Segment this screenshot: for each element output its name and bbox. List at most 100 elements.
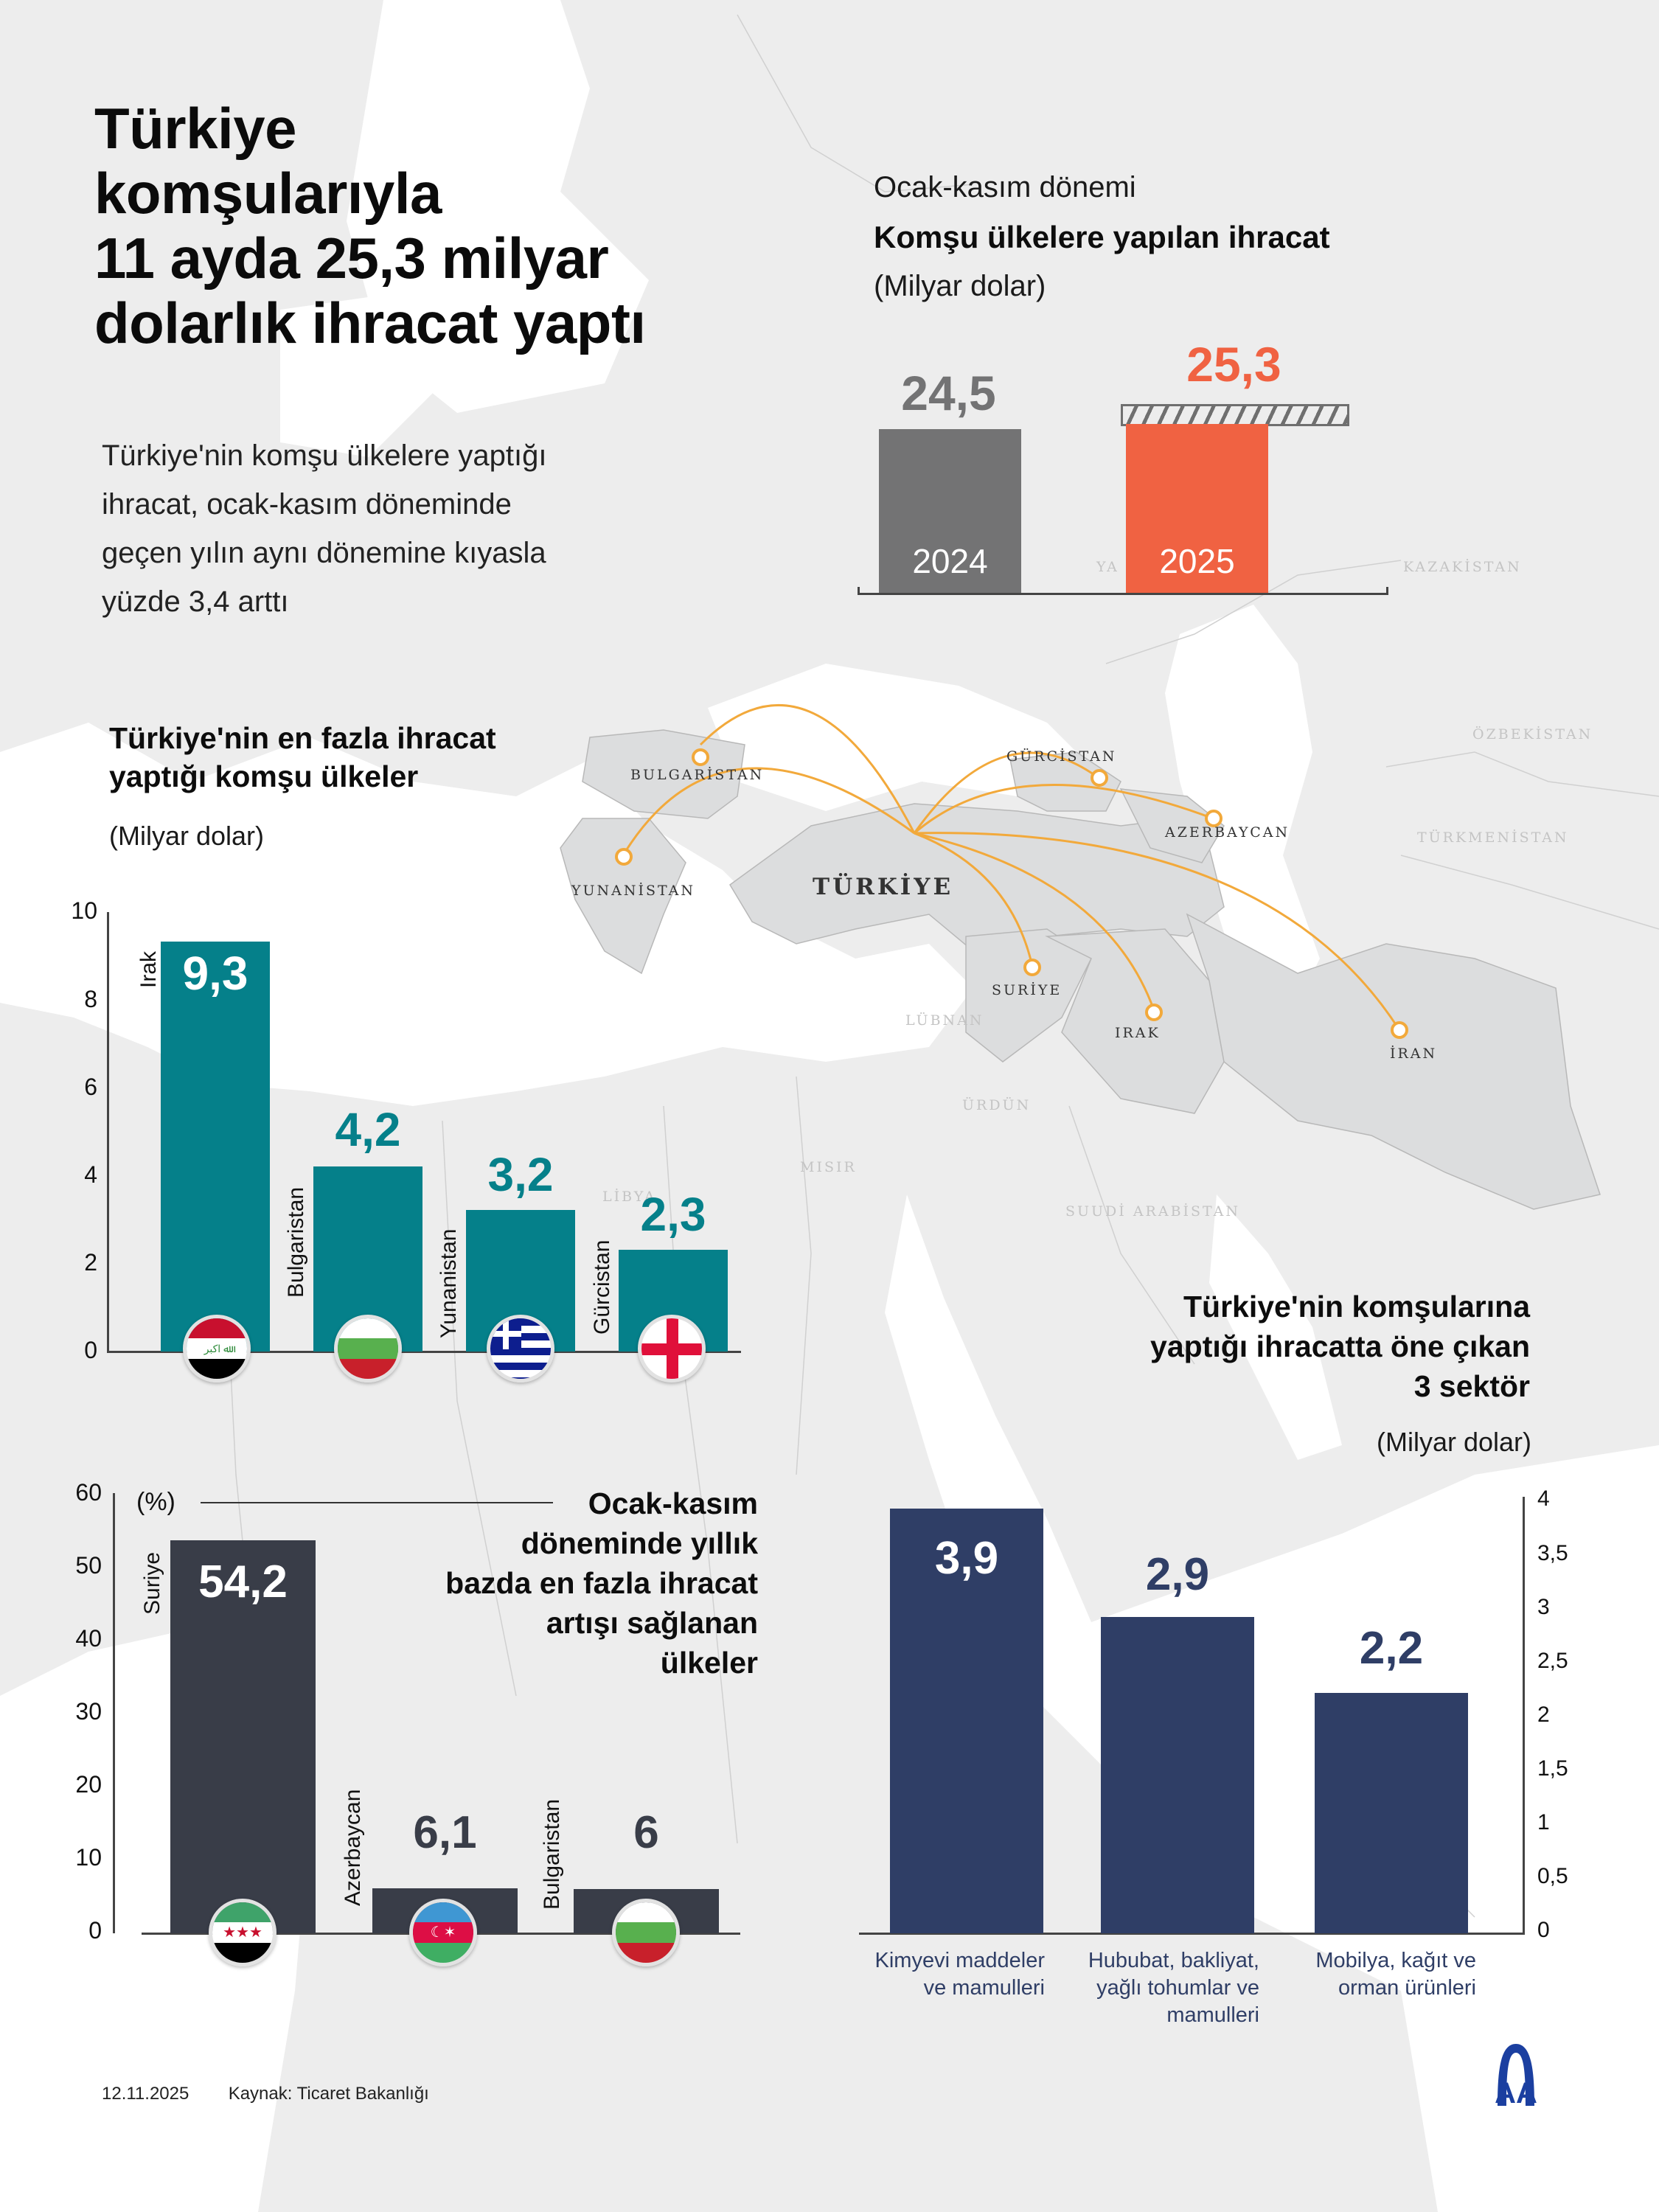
axis-tick xyxy=(1386,587,1388,595)
bar-year-label: 2024 xyxy=(912,542,988,580)
bulgaria-flag-icon xyxy=(334,1315,402,1382)
chart2-bar-suriye xyxy=(170,1540,316,1933)
title-line: dolarlık ihracat yaptı xyxy=(94,291,646,355)
y-tick: 0,5 xyxy=(1537,1864,1568,1888)
y-tick: 8 xyxy=(84,986,97,1012)
chart3-title: Türkiye'nin komşularına yaptığı ihracatt… xyxy=(1150,1287,1530,1406)
headline-subtitle: Türkiye'nin komşu ülkelere yaptığı ihrac… xyxy=(102,431,546,626)
y-tick: 0 xyxy=(88,1917,102,1944)
chart3-unit: (Milyar dolar) xyxy=(1376,1427,1531,1457)
title-line: ülkeler xyxy=(660,1646,758,1680)
map-label-yunanistan: YUNANİSTAN xyxy=(571,883,696,899)
map-label-kazakistan: KAZAKİSTAN xyxy=(1403,559,1522,575)
category-line: mamulleri xyxy=(1166,2003,1259,2027)
bar-value: 6,1 xyxy=(413,1807,477,1858)
top-chart-title: Komşu ülkelere yapılan ihracat xyxy=(874,220,1330,254)
title-line: 3 sektör xyxy=(1413,1369,1530,1403)
bar-value-2025: 25,3 xyxy=(1186,337,1281,392)
bar-value: 2,3 xyxy=(640,1188,706,1241)
chart3-y-axis xyxy=(1523,1497,1525,1935)
title-line: Türkiye xyxy=(94,96,296,161)
y-tick: 20 xyxy=(75,1771,102,1798)
title-line: yaptığı ihracatta öne çıkan xyxy=(1150,1329,1530,1363)
title-line: bazda en fazla ihracat xyxy=(445,1566,758,1600)
iraq-flag-icon: ﷲ اكبر xyxy=(183,1315,251,1382)
subtitle-line: geçen yılın aynı dönemine kıyasla xyxy=(102,537,546,569)
bar-country-label: Yunanistan xyxy=(437,1228,461,1338)
bulgaria-flag-icon xyxy=(612,1899,680,1966)
y-tick: 4 xyxy=(84,1161,97,1188)
bar-country-label: Bulgaristan xyxy=(540,1798,564,1910)
bar-value: 9,3 xyxy=(182,947,248,1000)
bar-year-label: 2025 xyxy=(1159,542,1235,580)
y-tick: 6 xyxy=(84,1074,97,1100)
svg-text:AA: AA xyxy=(1495,2077,1537,2107)
bar-value: 6 xyxy=(633,1807,659,1858)
chart3-bar-hububat xyxy=(1101,1617,1254,1933)
chart1-bar-irak xyxy=(161,942,270,1352)
y-tick: 1,5 xyxy=(1537,1756,1568,1781)
y-tick: 2,5 xyxy=(1537,1649,1568,1673)
y-tick: 60 xyxy=(75,1479,102,1506)
y-tick: 2 xyxy=(1537,1703,1550,1727)
footer-date: 12.11.2025 xyxy=(102,2084,189,2104)
bar-2025: 2025 xyxy=(1126,424,1268,593)
chart1-x-axis xyxy=(107,1351,741,1353)
chart1-unit: (Milyar dolar) xyxy=(109,821,265,851)
map-label-iran: İRAN xyxy=(1390,1046,1438,1062)
y-tick: 3,5 xyxy=(1537,1541,1568,1565)
axis-tick xyxy=(858,587,860,595)
top-chart-axis xyxy=(858,593,1388,595)
syria-flag-icon: ★★★ xyxy=(209,1899,276,1966)
chart2-title: Ocak-kasım döneminde yıllık bazda en faz… xyxy=(445,1484,758,1683)
bar-country-label: Gürcistan xyxy=(590,1239,614,1335)
title-line: Türkiye'nin komşularına xyxy=(1183,1290,1530,1324)
map-label-misir: MISIR xyxy=(800,1159,857,1175)
category-line: yağlı tohumlar ve xyxy=(1096,1976,1259,2000)
title-line: döneminde yıllık xyxy=(521,1526,758,1560)
chart2-title-rule xyxy=(201,1502,553,1503)
map-label-partial: YA xyxy=(1096,559,1119,575)
bar-value: 54,2 xyxy=(198,1557,288,1607)
y-tick: 0 xyxy=(1537,1918,1550,1942)
title-line: artışı sağlanan xyxy=(546,1606,758,1640)
y-tick: 0 xyxy=(84,1337,97,1363)
azerbaijan-flag-icon: ☾✶ xyxy=(409,1899,477,1966)
chart3-category-hububat: Hububat, bakliyat, yağlı tohumlar ve mam… xyxy=(1046,1947,1259,2029)
map-label-libya: LİBYA xyxy=(602,1189,657,1205)
chart2-unit: (%) xyxy=(136,1488,175,1516)
category-line: ve mamulleri xyxy=(923,1976,1045,2000)
bar-country-label: Suriye xyxy=(140,1551,164,1615)
chart3-x-axis xyxy=(859,1933,1525,1935)
bar-country-label: Bulgaristan xyxy=(284,1186,308,1298)
category-line: Kimyevi maddeler xyxy=(874,1949,1045,1972)
map-label-suudi-arabistan: SUUDİ ARABİSTAN xyxy=(1065,1203,1241,1220)
chart1-y-axis xyxy=(107,912,109,1352)
footer-source: Kaynak: Ticaret Bakanlığı xyxy=(228,2084,429,2104)
bar-country-label: Azerbaycan xyxy=(341,1789,365,1906)
bar-value-2024: 24,5 xyxy=(901,366,996,420)
map-label-turkiye: TÜRKİYE xyxy=(813,874,954,900)
chart3-bar-mobilya xyxy=(1315,1693,1468,1933)
top-chart-unit: (Milyar dolar) xyxy=(874,270,1046,302)
title-line: 11 ayda 25,3 milyar xyxy=(94,226,609,291)
y-tick: 4 xyxy=(1537,1486,1550,1511)
map-label-urdun: ÜRDÜN xyxy=(962,1097,1032,1113)
chart3-category-mobilya: Mobilya, kağıt ve orman ürünleri xyxy=(1262,1947,1476,2002)
top-chart-period: Ocak-kasım dönemi xyxy=(874,171,1136,204)
bar-value: 2,9 xyxy=(1145,1549,1210,1600)
subtitle-line: Türkiye'nin komşu ülkelere yaptığı xyxy=(102,439,547,472)
bar-value: 2,2 xyxy=(1359,1623,1424,1674)
greece-flag-icon xyxy=(487,1315,554,1382)
increase-hatch xyxy=(1121,404,1349,426)
bar-country-label: Irak xyxy=(136,950,161,988)
map-label-azerbaycan: AZERBAYCAN xyxy=(1165,824,1290,841)
y-tick: 40 xyxy=(75,1625,102,1652)
bar-2024: 2024 xyxy=(879,429,1021,593)
map-label-lubnan: LÜBNAN xyxy=(905,1012,984,1029)
map-label-turkmenistan: TÜRKMENİSTAN xyxy=(1417,830,1569,846)
headline-title: Türkiye komşularıyla 11 ayda 25,3 milyar… xyxy=(94,96,646,355)
chart3-bar-kimyevi xyxy=(890,1509,1043,1933)
chart3-category-kimyevi: Kimyevi maddeler ve mamulleri xyxy=(831,1947,1045,2002)
y-tick: 2 xyxy=(84,1249,97,1276)
